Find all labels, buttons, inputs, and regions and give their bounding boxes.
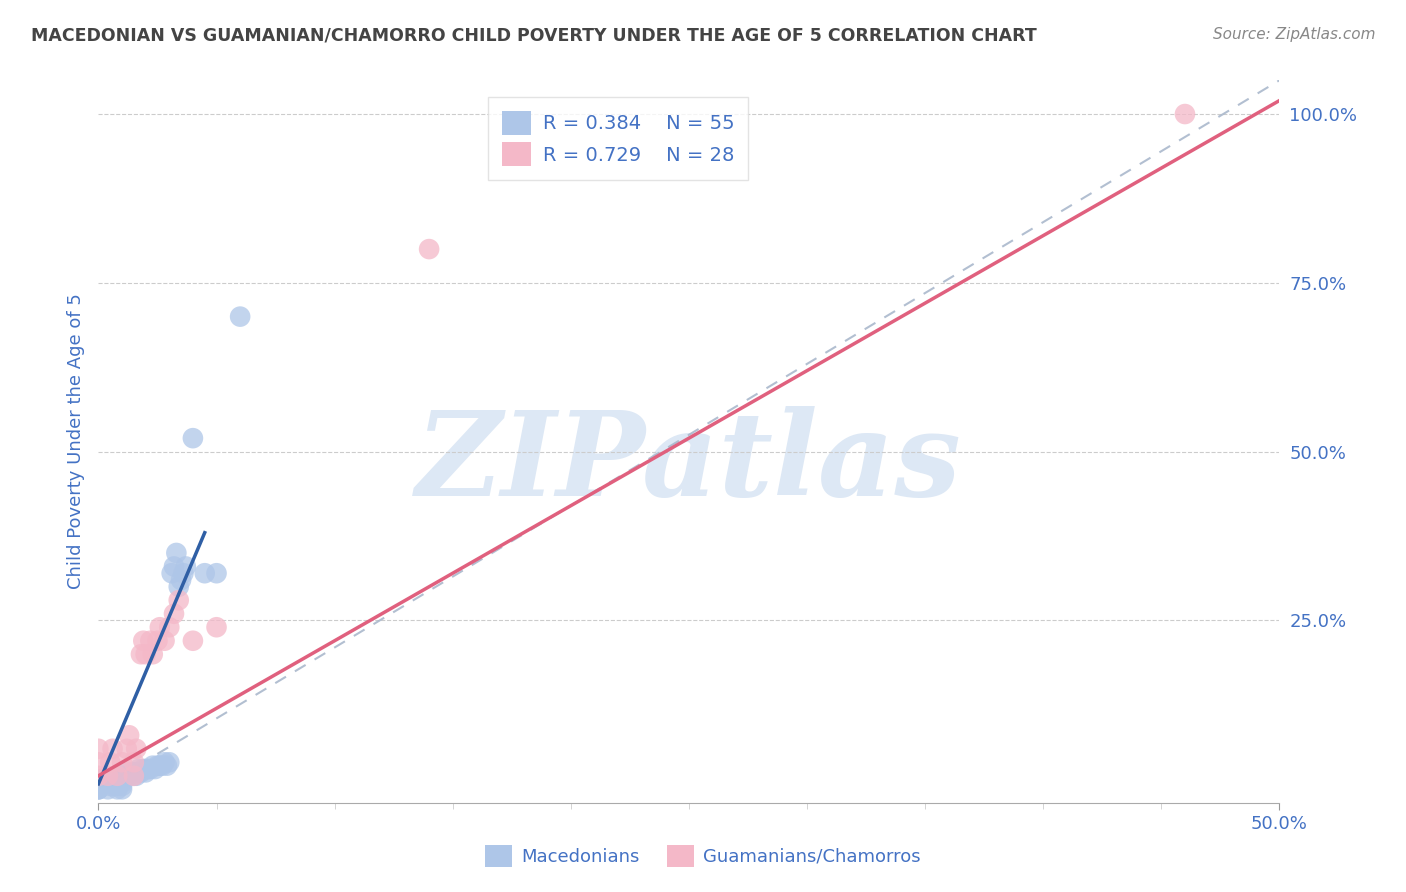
Point — [1174, 107, 1197, 121]
Point — [111, 756, 134, 770]
Point — [104, 772, 127, 787]
Text: ZIPatlas: ZIPatlas — [416, 406, 962, 521]
Point — [194, 566, 217, 581]
Point — [98, 756, 121, 770]
Point — [142, 758, 165, 772]
Point — [125, 741, 148, 756]
Point — [111, 782, 134, 797]
Point — [118, 728, 141, 742]
Point — [115, 741, 138, 756]
Point — [132, 633, 155, 648]
Point — [143, 762, 166, 776]
Point — [205, 566, 228, 581]
Point — [118, 769, 141, 783]
Text: Source: ZipAtlas.com: Source: ZipAtlas.com — [1212, 27, 1375, 42]
Point — [181, 633, 204, 648]
Point — [121, 765, 143, 780]
Text: MACEDONIAN VS GUAMANIAN/CHAMORRO CHILD POVERTY UNDER THE AGE OF 5 CORRELATION CH: MACEDONIAN VS GUAMANIAN/CHAMORRO CHILD P… — [31, 27, 1036, 45]
Point — [128, 762, 150, 776]
Point — [129, 765, 152, 780]
Point — [139, 633, 162, 648]
Y-axis label: Child Poverty Under the Age of 5: Child Poverty Under the Age of 5 — [66, 293, 84, 590]
Point — [87, 778, 110, 792]
Point — [87, 775, 110, 789]
Point — [122, 756, 145, 770]
Point — [111, 779, 134, 793]
Point — [87, 756, 110, 770]
Point — [105, 779, 128, 793]
Point — [122, 769, 145, 783]
Point — [129, 647, 152, 661]
Point — [111, 775, 134, 789]
Point — [167, 593, 190, 607]
Point — [418, 242, 440, 256]
Point — [165, 546, 187, 560]
Point — [157, 756, 180, 770]
Point — [101, 775, 124, 789]
Point — [172, 566, 194, 581]
Point — [87, 780, 110, 795]
Point — [150, 758, 173, 772]
Point — [87, 769, 110, 783]
Point — [111, 772, 134, 787]
Point — [142, 647, 165, 661]
Legend: R = 0.384    N = 55, R = 0.729    N = 28: R = 0.384 N = 55, R = 0.729 N = 28 — [488, 97, 748, 179]
Point — [97, 782, 120, 797]
Point — [87, 772, 110, 787]
Legend: Macedonians, Guamanians/Chamorros: Macedonians, Guamanians/Chamorros — [478, 838, 928, 874]
Point — [101, 741, 124, 756]
Point — [146, 633, 169, 648]
Point — [139, 762, 162, 776]
Point — [98, 779, 121, 793]
Point — [156, 758, 179, 772]
Point — [87, 777, 110, 791]
Point — [135, 765, 157, 780]
Point — [87, 782, 110, 797]
Point — [153, 756, 176, 770]
Point — [146, 758, 169, 772]
Point — [115, 765, 138, 780]
Point — [136, 762, 159, 776]
Point — [125, 765, 148, 780]
Point — [87, 741, 110, 756]
Point — [87, 780, 110, 794]
Point — [149, 620, 172, 634]
Point — [108, 775, 131, 789]
Point — [122, 765, 145, 780]
Point — [122, 769, 145, 783]
Point — [132, 762, 155, 776]
Point — [170, 573, 193, 587]
Point — [105, 782, 128, 797]
Point — [135, 647, 157, 661]
Point — [174, 559, 197, 574]
Point — [160, 566, 183, 581]
Point — [97, 769, 120, 783]
Point — [135, 762, 157, 776]
Point — [205, 620, 228, 634]
Point — [167, 580, 190, 594]
Point — [229, 310, 252, 324]
Point — [87, 782, 110, 797]
Point — [87, 774, 110, 789]
Point — [181, 431, 204, 445]
Point — [163, 559, 186, 574]
Point — [153, 633, 176, 648]
Point — [87, 782, 110, 797]
Point — [125, 769, 148, 783]
Point — [163, 607, 186, 621]
Point — [149, 758, 172, 772]
Point — [105, 769, 128, 783]
Point — [157, 620, 180, 634]
Point — [111, 769, 134, 783]
